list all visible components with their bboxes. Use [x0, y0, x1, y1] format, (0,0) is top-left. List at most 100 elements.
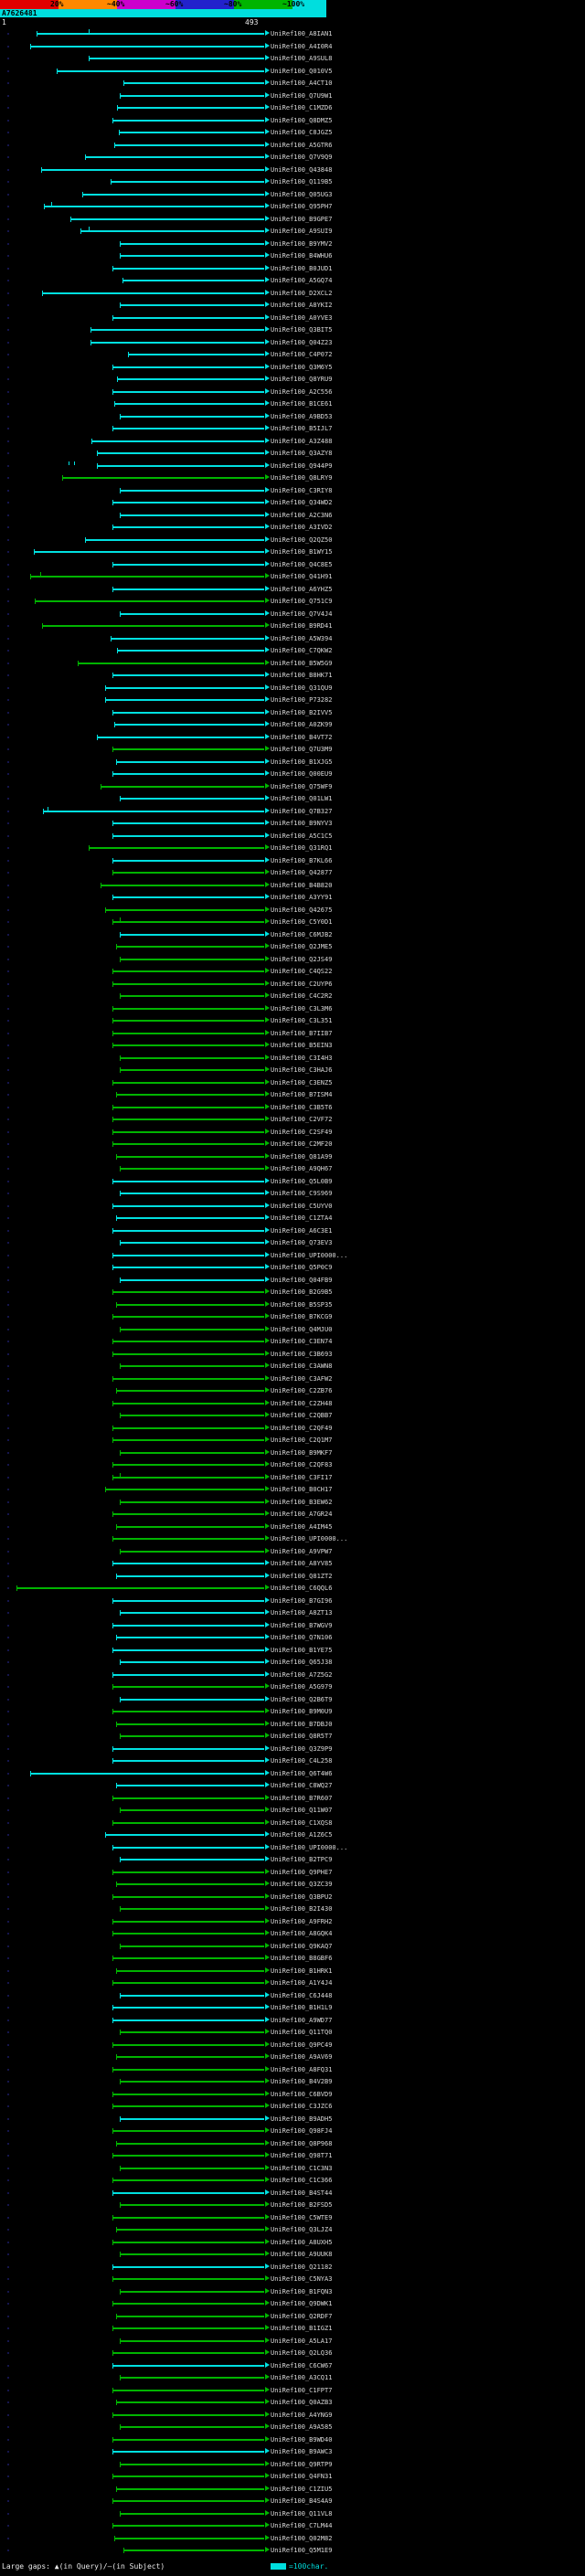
- hit-label[interactable]: UniRef100_Q01LW1: [271, 795, 333, 802]
- hit-row[interactable]: UniRef100_Q3AZY8: [0, 447, 585, 460]
- hit-label[interactable]: UniRef100_B7IIB7: [271, 1029, 333, 1037]
- hit-row[interactable]: UniRef100_Q9RTP9: [0, 2458, 585, 2471]
- hit-label[interactable]: UniRef100_C4QS22: [271, 968, 333, 975]
- hit-row[interactable]: UniRef100_A5G979: [0, 1680, 585, 1693]
- hit-row[interactable]: UniRef100_C2VF72: [0, 1113, 585, 1126]
- hit-row[interactable]: UniRef100_C3B693: [0, 1348, 585, 1361]
- hit-row[interactable]: UniRef100_A4IM45: [0, 1521, 585, 1533]
- hit-row[interactable]: UniRef100_Q0AZB3: [0, 2396, 585, 2409]
- hit-row[interactable]: UniRef100_Q42675: [0, 904, 585, 917]
- hit-row[interactable]: UniRef100_B1XJG5: [0, 756, 585, 769]
- hit-row[interactable]: UniRef100_Q2B6T9: [0, 1693, 585, 1706]
- hit-label[interactable]: UniRef100_Q3M6Y5: [271, 363, 333, 371]
- hit-label[interactable]: UniRef100_C4C2R2: [271, 992, 333, 1000]
- hit-row[interactable]: UniRef100_Q9PHE7: [0, 1866, 585, 1879]
- hit-label[interactable]: UniRef100_A7GR24: [271, 1511, 333, 1518]
- hit-row[interactable]: UniRef100_Q3ZC39: [0, 1878, 585, 1891]
- hit-row[interactable]: UniRef100_B0JUD1: [0, 262, 585, 275]
- hit-label[interactable]: UniRef100_C3AFW2: [271, 1374, 333, 1383]
- hit-row[interactable]: UniRef100_C2QF83: [0, 1458, 585, 1471]
- hit-row[interactable]: UniRef100_Q81A99: [0, 1150, 585, 1163]
- hit-row[interactable]: UniRef100_C4L258: [0, 1754, 585, 1767]
- hit-row[interactable]: UniRef100_Q3BIT5: [0, 323, 585, 336]
- hit-row[interactable]: UniRef100_C3L351: [0, 1014, 585, 1027]
- hit-label[interactable]: UniRef100_A9UUK8: [271, 2251, 333, 2258]
- hit-label[interactable]: UniRef100_C2SF49: [271, 1128, 333, 1136]
- hit-label[interactable]: UniRef100_Q9RTP9: [271, 2460, 333, 2468]
- hit-row[interactable]: UniRef100_C4QS22: [0, 965, 585, 978]
- hit-label[interactable]: UniRef100_B8GBF6: [271, 1955, 333, 1962]
- hit-row[interactable]: UniRef100_A9SUI9: [0, 225, 585, 238]
- hit-row[interactable]: UniRef100_Q8R5T7: [0, 1730, 585, 1743]
- hit-row[interactable]: UniRef100_A5C1C5: [0, 830, 585, 843]
- hit-label[interactable]: UniRef100_B4VT72: [271, 733, 333, 741]
- hit-label[interactable]: UniRef100_Q3LJZ4: [271, 2226, 333, 2233]
- hit-row[interactable]: UniRef100_C1ZTA4: [0, 1212, 585, 1224]
- hit-row[interactable]: UniRef100_Q00EU9: [0, 768, 585, 780]
- hit-row[interactable]: UniRef100_C3ENZ5: [0, 1076, 585, 1089]
- hit-label[interactable]: UniRef100_Q2LQ36: [271, 2349, 333, 2357]
- hit-row[interactable]: UniRef100_Q81ZT2: [0, 1570, 585, 1583]
- hit-label[interactable]: UniRef100_Q8P968: [271, 2139, 333, 2147]
- hit-label[interactable]: UniRef100_Q010V5: [271, 67, 333, 75]
- hit-row[interactable]: UniRef100_B7DBJ0: [0, 1718, 585, 1731]
- hit-row[interactable]: UniRef100_A7Z5G2: [0, 1669, 585, 1681]
- hit-row[interactable]: UniRef100_B3EW62: [0, 1496, 585, 1509]
- hit-label[interactable]: UniRef100_A5LA17: [271, 2337, 333, 2345]
- hit-row[interactable]: UniRef100_C2Q1M7: [0, 1434, 585, 1447]
- hit-row[interactable]: UniRef100_Q3Z9P9: [0, 1743, 585, 1755]
- hit-row[interactable]: UniRef100_Q7U9W1: [0, 90, 585, 102]
- hit-row[interactable]: UniRef100_A2C556: [0, 386, 585, 398]
- hit-label[interactable]: UniRef100_B9YMV2: [271, 239, 333, 248]
- hit-label[interactable]: UniRef100_C6CW67: [271, 2361, 333, 2369]
- hit-label[interactable]: UniRef100_C2ZH48: [271, 1399, 333, 1407]
- hit-row[interactable]: UniRef100_C5Y0D1: [0, 916, 585, 928]
- hit-row[interactable]: UniRef100_UPI0000...: [0, 1532, 585, 1545]
- hit-row[interactable]: UniRef100_Q2QZ50: [0, 534, 585, 546]
- hit-row[interactable]: UniRef100_A3IVD2: [0, 521, 585, 534]
- hit-label[interactable]: UniRef100_B9RD41: [271, 622, 333, 630]
- hit-row[interactable]: UniRef100_C4P072: [0, 348, 585, 361]
- hit-label[interactable]: UniRef100_Q0AZB3: [271, 2399, 333, 2406]
- hit-row[interactable]: UniRef100_C2MF20: [0, 1138, 585, 1150]
- hit-label[interactable]: UniRef100_Q2JME5: [271, 943, 333, 950]
- hit-label[interactable]: UniRef100_Q3ZC39: [271, 1881, 333, 1888]
- hit-label[interactable]: UniRef100_A3IVD2: [271, 524, 333, 531]
- hit-row[interactable]: UniRef100_C7QKW2: [0, 644, 585, 657]
- hit-row[interactable]: UniRef100_C3HAJ6: [0, 1064, 585, 1076]
- hit-label[interactable]: UniRef100_A5G979: [271, 1683, 333, 1691]
- hit-label[interactable]: UniRef100_C2UYP6: [271, 980, 333, 988]
- hit-row[interactable]: UniRef100_Q8P968: [0, 2137, 585, 2150]
- hit-label[interactable]: UniRef100_C1ZTA4: [271, 1214, 333, 1222]
- hit-row[interactable]: UniRef100_Q6T4W6: [0, 1767, 585, 1780]
- hit-label[interactable]: UniRef100_C9S969: [271, 1190, 333, 1197]
- hit-row[interactable]: UniRef100_A9BD53: [0, 410, 585, 423]
- hit-label[interactable]: UniRef100_Q42675: [271, 906, 333, 914]
- hit-row[interactable]: UniRef100_P73282: [0, 694, 585, 706]
- hit-label[interactable]: UniRef100_A9QH67: [271, 1165, 333, 1172]
- hit-row[interactable]: UniRef100_B7WGV9: [0, 1619, 585, 1632]
- hit-row[interactable]: UniRef100_C3B5T6: [0, 1101, 585, 1114]
- hit-label[interactable]: UniRef100_Q98T71: [271, 2152, 333, 2159]
- hit-row[interactable]: UniRef100_B4B820: [0, 879, 585, 892]
- hit-row[interactable]: UniRef100_A8UXH5: [0, 2236, 585, 2249]
- hit-row[interactable]: UniRef100_Q2RDF7: [0, 2310, 585, 2323]
- hit-label[interactable]: UniRef100_B4S4A9: [271, 2497, 333, 2505]
- hit-row[interactable]: UniRef100_B4V2B9: [0, 2075, 585, 2088]
- hit-row[interactable]: UniRef100_C1ZIU5: [0, 2483, 585, 2496]
- hit-row[interactable]: UniRef100_C3L3M6: [0, 1002, 585, 1015]
- hit-label[interactable]: UniRef100_B1CE61: [271, 400, 333, 408]
- hit-label[interactable]: UniRef100_Q4FN31: [271, 2473, 333, 2480]
- hit-row[interactable]: UniRef100_C6CW67: [0, 2359, 585, 2372]
- hit-label[interactable]: UniRef100_B2G9B5: [271, 1288, 333, 1296]
- hit-row[interactable]: UniRef100_A3Z488: [0, 435, 585, 448]
- hit-row[interactable]: UniRef100_A8YKI2: [0, 299, 585, 312]
- hit-label[interactable]: UniRef100_Q7U3M9: [271, 746, 333, 753]
- hit-label[interactable]: UniRef100_A9WD77: [271, 2016, 333, 2024]
- hit-label[interactable]: UniRef100_A4YNG9: [271, 2411, 333, 2419]
- hit-row[interactable]: UniRef100_Q31RQ1: [0, 842, 585, 854]
- hit-label[interactable]: UniRef100_B7R607: [271, 1794, 333, 1802]
- hit-label[interactable]: UniRef100_A5GQ74: [271, 277, 333, 284]
- hit-label[interactable]: UniRef100_C3ENZ5: [271, 1078, 333, 1087]
- hit-label[interactable]: UniRef100_A9A585: [271, 2423, 333, 2431]
